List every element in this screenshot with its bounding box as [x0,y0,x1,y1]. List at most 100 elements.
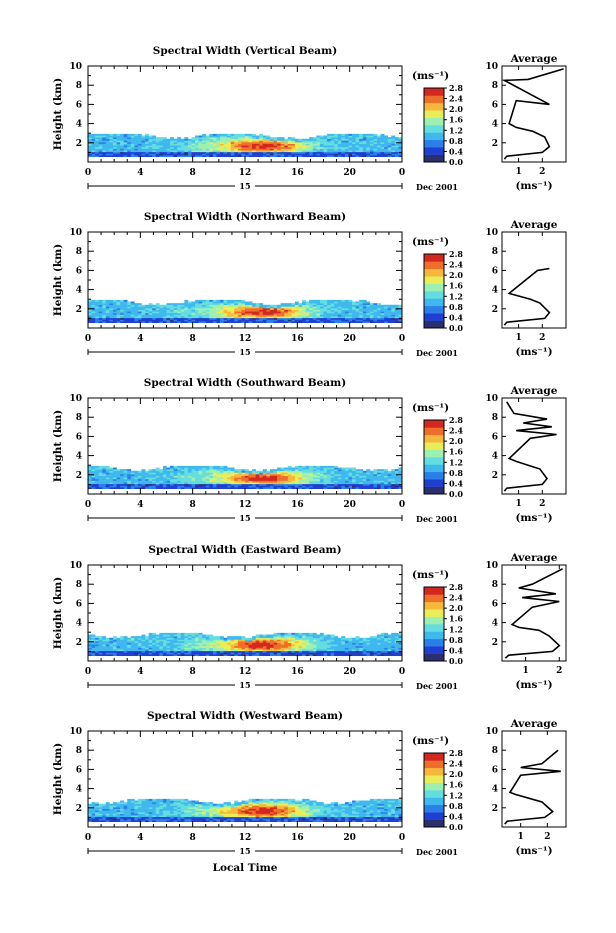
heatmap-cell [170,633,174,635]
colorbar-segment [424,313,444,321]
heatmap-cell [352,134,356,136]
heatmap-cell [109,468,113,470]
y-tick-label: 10 [69,394,82,404]
heatmap-cell [199,300,203,302]
profile-x-tick-label: 2 [539,499,545,509]
heatmap-cell [241,134,245,136]
heatmap-cell [124,134,128,136]
heatmap-cell [395,137,399,139]
heatmap-cell [288,633,292,635]
heatmap-cell [338,300,342,302]
x-tick-label: 20 [343,500,356,510]
heatmap-cell [366,134,370,136]
x-tick-label: 16 [291,500,304,510]
heatmap-cell [341,636,345,638]
heatmap-cell [127,469,131,471]
colorbar-tick-label: 1.6 [449,115,463,125]
x-tick-label: 8 [190,168,196,178]
date-label: Dec 2001 [416,348,458,358]
heatmap-cell [156,468,160,470]
heatmap-cell [309,633,313,635]
colorbar-segment [424,95,444,103]
heatmap-cell [309,137,313,139]
day-label: 15 [239,181,250,191]
profile-y-tick-label: 10 [485,62,498,72]
heatmap-cell [99,134,103,136]
profile-line [504,69,563,159]
heatmap-cell [99,466,103,468]
colorbar-segment [424,457,444,465]
colorbar-unit: (ms⁻¹) [412,402,449,414]
heatmap-cell [274,469,278,471]
profile-x-tick-label: 2 [539,333,545,343]
heatmap-cell [256,303,260,305]
heatmap-cell [245,638,249,640]
heatmap-cell [313,137,317,139]
heatmap-cell [288,137,292,139]
colorbar-tick-label: 2.4 [449,426,463,436]
profile-frame [502,398,566,494]
heatmap-cell [163,137,167,139]
colorbar-segment [424,427,444,435]
heatmap-cell [291,633,295,635]
heatmap-cell [95,300,99,302]
heatmap-cell [102,466,106,468]
colorbar-segment [424,479,444,487]
profile-x-label: (ms⁻¹) [515,346,552,358]
heatmap-cell [206,466,210,468]
x-tick-label: 16 [291,334,304,344]
heatmap-cell [299,466,303,468]
colorbar-segment [424,306,444,314]
profile-y-tick-label: 2 [492,139,498,149]
heatmap-cell [324,466,328,468]
heatmap-cell [348,134,352,136]
heatmap-cell [391,469,395,471]
heatmap-cell [395,469,399,471]
heatmap-cell [295,139,299,141]
heatmap-cell [124,300,128,302]
y-tick-label: 6 [76,599,82,609]
heatmap-cell [156,303,160,305]
heatmap-cell [313,466,317,468]
heatmap-cell [184,300,188,302]
heatmap-cell [202,466,206,468]
date-label: Dec 2001 [416,182,458,192]
heatmap-cell [316,635,320,637]
x-tick-label: 4 [137,500,143,510]
heatmap-cell [338,638,342,640]
heatmap-cell [306,139,310,141]
heatmap-cell [191,633,195,635]
y-tick-label: 8 [76,247,82,257]
heatmap-cell [291,137,295,139]
heatmap-cell [345,468,349,470]
x-tick-label: 8 [190,334,196,344]
heatmap-cell [95,134,99,136]
profile-y-tick-label: 8 [492,247,498,257]
heatmap-cell [106,638,110,640]
heatmap-cell [263,635,267,637]
heatmap-cell [113,300,117,302]
heatmap-cell [206,300,210,302]
heatmap-cell [209,134,213,136]
profile-line [504,269,549,326]
heatmap-cell [341,300,345,302]
profile-frame [502,232,566,328]
heatmap-cell [270,305,274,307]
heatmap-cell [359,469,363,471]
colorbar-tick-label: 1.2 [449,457,463,467]
heatmap-cell [263,136,267,138]
y-tick-label: 10 [69,561,82,571]
colorbar-tick-label: 2.8 [449,415,463,425]
heatmap-cell [266,471,270,473]
heatmap-cell [227,636,231,638]
x-tick-label: 0 [399,168,405,178]
heatmap-cell [256,471,260,473]
heatmap-cell [288,303,292,305]
heatmap-cell [327,134,331,136]
colorbar-segment [424,103,444,111]
heatmap-cell [102,636,106,638]
heatmap-cell [238,300,242,302]
heatmap-cell [213,300,217,302]
heatmap-cell [202,635,206,637]
heatmap-cell [348,468,352,470]
